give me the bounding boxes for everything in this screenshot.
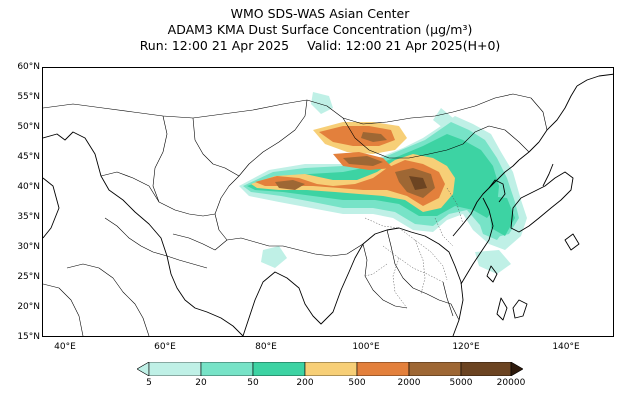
lon-tick-120: 120°E <box>452 342 480 352</box>
country-borders <box>43 93 548 336</box>
lat-tick-15: 15°N <box>17 332 40 342</box>
dust-map <box>43 73 613 336</box>
lon-tick-140: 140°E <box>552 342 580 352</box>
legend-label-200: 200 <box>296 378 314 388</box>
legend-swatch-20 <box>200 362 254 376</box>
legend-swatch-5 <box>148 362 202 376</box>
coastlines <box>43 73 613 336</box>
legend-swatch-50 <box>252 362 306 376</box>
lon-tick-40: 40°E <box>54 342 76 352</box>
color-legend <box>137 362 523 376</box>
legend-label-5000: 5000 <box>449 378 473 388</box>
legend-arrow-right <box>510 362 523 376</box>
legend-label-20000: 20000 <box>496 378 526 388</box>
lat-tick-20: 20°N <box>17 302 40 312</box>
map-frame[interactable] <box>42 67 614 337</box>
lat-tick-50: 50°N <box>17 122 40 132</box>
legend-arrow-left <box>137 362 150 376</box>
legend-swatch-2000 <box>408 362 462 376</box>
legend-swatch-200 <box>304 362 358 376</box>
legend-label-20: 20 <box>195 378 207 388</box>
valid-time: Valid: 12:00 21 Apr 2025(H+0) <box>307 38 501 53</box>
lat-tick-35: 35°N <box>17 212 40 222</box>
legend-swatch-5000 <box>460 362 512 376</box>
run-time: Run: 12:00 21 Apr 2025 <box>139 38 290 53</box>
legend-label-500: 500 <box>348 378 366 388</box>
lat-tick-60: 60°N <box>17 62 40 72</box>
lat-tick-45: 45°N <box>17 152 40 162</box>
run-valid-line: Run: 12:00 21 Apr 2025 Valid: 12:00 21 Ap… <box>0 38 640 54</box>
lon-tick-100: 100°E <box>352 342 380 352</box>
lon-tick-80: 80°E <box>255 342 277 352</box>
legend-label-50: 50 <box>247 378 259 388</box>
province-borders <box>364 187 464 309</box>
lat-tick-55: 55°N <box>17 92 40 102</box>
lon-tick-60: 60°E <box>154 342 176 352</box>
legend-swatch-500 <box>356 362 410 376</box>
title-block: WMO SDS-WAS Asian Center ADAM3 KMA Dust … <box>0 6 640 54</box>
lat-tick-40: 40°N <box>17 182 40 192</box>
product-title: ADAM3 KMA Dust Surface Concentration (μg… <box>167 22 473 37</box>
lat-tick-30: 30°N <box>17 242 40 252</box>
legend-label-5: 5 <box>146 378 152 388</box>
legend-label-2000: 2000 <box>397 378 421 388</box>
lat-tick-25: 25°N <box>17 272 40 282</box>
center-title: WMO SDS-WAS Asian Center <box>230 6 410 21</box>
dust-field-5000 <box>409 176 427 190</box>
